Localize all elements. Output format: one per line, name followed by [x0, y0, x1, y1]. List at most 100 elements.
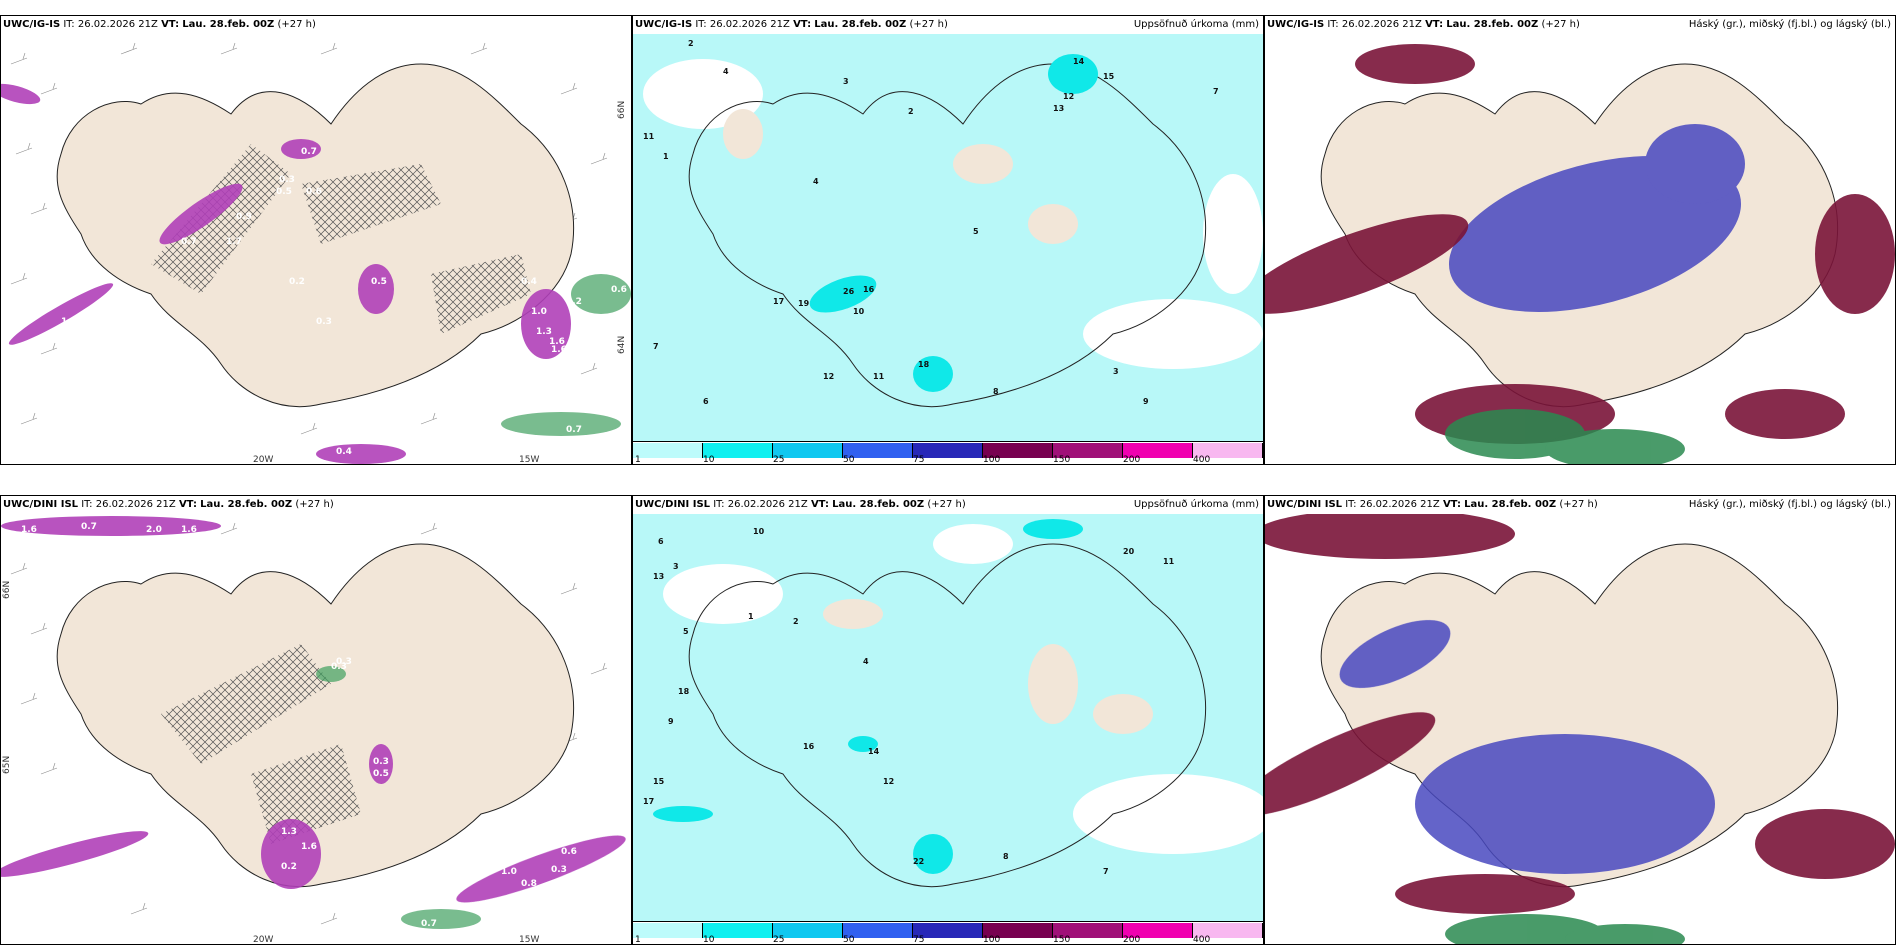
svg-text:14: 14	[1073, 57, 1085, 66]
hatched-area	[151, 144, 531, 334]
svg-text:0.7: 0.7	[81, 522, 97, 532]
svg-text:1.7: 1.7	[226, 237, 242, 247]
low-cloud-patches	[501, 274, 631, 436]
heavy-precip-areas	[809, 54, 1098, 392]
svg-text:3: 3	[1113, 367, 1119, 376]
colorbar-swatch	[1193, 443, 1263, 458]
colorbar-label: 50	[843, 455, 855, 465]
colorbar-swatch	[703, 443, 773, 458]
low-cloud-areas	[1445, 409, 1685, 464]
svg-text:0.5: 0.5	[276, 187, 292, 197]
svg-text:0.2: 0.2	[281, 862, 297, 872]
colorbar-swatch	[983, 923, 1053, 938]
colorbar-swatch	[773, 923, 843, 938]
svg-text:6: 6	[658, 537, 664, 546]
svg-text:0.4: 0.4	[336, 447, 352, 457]
mid-cloud-areas	[1339, 619, 1715, 874]
svg-text:26: 26	[843, 287, 855, 296]
svg-text:3.5: 3.5	[566, 439, 582, 449]
panel-cloud-igis: UWC/IG-IS IT: 26.02.2026 21Z VT: Lau. 28…	[1264, 15, 1896, 465]
snow-patches	[1, 516, 626, 903]
svg-text:0.3: 0.3	[551, 865, 567, 875]
svg-text:0.5: 0.5	[49, 262, 65, 272]
colorbar-label: 25	[773, 935, 785, 945]
heavy-precip-areas	[653, 519, 1083, 874]
colorbar-label: 75	[913, 455, 925, 465]
colorbar-label: 400	[1193, 455, 1211, 465]
precip-map-top: 2 4 3 11 1 2 4 5 14 15 12 13 7 17 19 26 …	[633, 34, 1263, 442]
svg-text:13: 13	[653, 572, 664, 581]
svg-text:15: 15	[653, 777, 665, 786]
svg-text:0.3: 0.3	[316, 317, 332, 327]
svg-text:3: 3	[843, 77, 849, 86]
svg-text:2: 2	[688, 39, 694, 48]
panel-title: UWC/IG-IS IT: 26.02.2026 21Z VT: Lau. 28…	[3, 19, 316, 30]
colorbar-label: 400	[1193, 935, 1211, 945]
panel-title: UWC/DINI ISL IT: 26.02.2026 21Z VT: Lau.…	[3, 499, 334, 510]
svg-text:0.3: 0.3	[279, 175, 295, 185]
svg-text:15W: 15W	[519, 455, 539, 464]
svg-text:0.3: 0.3	[331, 662, 347, 672]
no-precip-areas	[643, 59, 1263, 369]
cloud-title: Háský (gr.), miðský (fj.bl.) og lágský (…	[1688, 19, 1891, 30]
svg-text:11: 11	[1163, 557, 1175, 566]
precip-map-bottom: 6 3 10 13 5 1 2 4 20 11 15 16 17 12 14 2…	[633, 514, 1263, 922]
cloud-map-top	[1265, 34, 1895, 464]
panel-precip-igis: UWC/IG-IS IT: 26.02.2026 21Z VT: Lau. 28…	[632, 15, 1264, 465]
colorbar-label: 200	[1123, 935, 1141, 945]
svg-text:1.6: 1.6	[21, 525, 37, 535]
svg-text:0.7: 0.7	[421, 919, 437, 929]
svg-text:0.4: 0.4	[521, 277, 537, 287]
svg-text:4: 4	[863, 657, 869, 666]
svg-text:1.2: 1.2	[566, 297, 582, 307]
colorbar-swatch	[633, 923, 703, 938]
colorbar-swatch	[773, 443, 843, 458]
svg-text:0.5: 0.5	[371, 277, 387, 287]
svg-text:1.6: 1.6	[181, 525, 197, 535]
svg-text:14: 14	[868, 747, 880, 756]
svg-text:20W: 20W	[253, 935, 273, 944]
snow-values: 1.6 2.0 1.6 0.7 0.3 0.3 0.5 1.6 1.3 0.6 …	[21, 522, 597, 929]
snow-map-top: 0.7 0.5 0.3 0.5 0.7 1.0 1.3 1.6 0.6 1.2 …	[1, 34, 631, 464]
colorbar-swatch	[913, 923, 983, 938]
svg-text:0.9: 0.9	[236, 212, 252, 222]
svg-text:11: 11	[643, 132, 655, 141]
svg-text:66N: 66N	[617, 101, 627, 119]
graticule-labels: 20W 15W 66N 64N	[253, 101, 627, 464]
svg-text:5: 5	[973, 227, 979, 236]
svg-text:0.3: 0.3	[401, 442, 417, 452]
svg-text:18: 18	[918, 360, 930, 369]
svg-text:19: 19	[798, 299, 810, 308]
colorbar-swatch	[913, 443, 983, 458]
svg-text:3: 3	[673, 562, 679, 571]
panel-cloud-dini: UWC/DINI ISL IT: 26.02.2026 21Z VT: Lau.…	[1264, 495, 1896, 945]
colorbar-label: 150	[1053, 455, 1071, 465]
svg-text:9: 9	[1143, 397, 1149, 406]
svg-text:0.7: 0.7	[301, 147, 317, 157]
iceland-land	[56, 543, 575, 888]
svg-text:0.6: 0.6	[581, 879, 597, 889]
colorbar-swatch	[1123, 443, 1193, 458]
svg-text:0.3: 0.3	[336, 657, 352, 667]
panel-snow-igis: UWC/IG-IS IT: 26.02.2026 21Z VT: Lau. 28…	[0, 15, 632, 465]
svg-text:2: 2	[908, 107, 914, 116]
colorbar-swatch	[633, 443, 703, 458]
svg-text:0.6: 0.6	[306, 187, 322, 197]
mid-cloud-areas	[1448, 124, 1745, 312]
svg-text:0.7: 0.7	[181, 237, 197, 247]
svg-text:0.3: 0.3	[373, 757, 389, 767]
colorbar-label: 100	[983, 455, 1001, 465]
colorbar-label: 75	[913, 935, 925, 945]
svg-text:0.7: 0.7	[566, 425, 582, 435]
svg-text:0.2: 0.2	[289, 277, 305, 287]
precip-colorbar: 1 10 25 50 75 100 150 200 400	[633, 441, 1263, 465]
svg-text:6: 6	[703, 397, 709, 406]
svg-text:1.6: 1.6	[301, 842, 317, 852]
colorbar-label: 1	[635, 935, 641, 945]
snow-patches	[1, 83, 571, 464]
cloud-title: Háský (gr.), miðský (fj.bl.) og lágský (…	[1688, 499, 1891, 510]
svg-text:0.5: 0.5	[373, 769, 389, 779]
cloud-map-bottom	[1265, 514, 1895, 944]
colorbar-swatch	[1053, 923, 1123, 938]
svg-text:12: 12	[883, 777, 894, 786]
